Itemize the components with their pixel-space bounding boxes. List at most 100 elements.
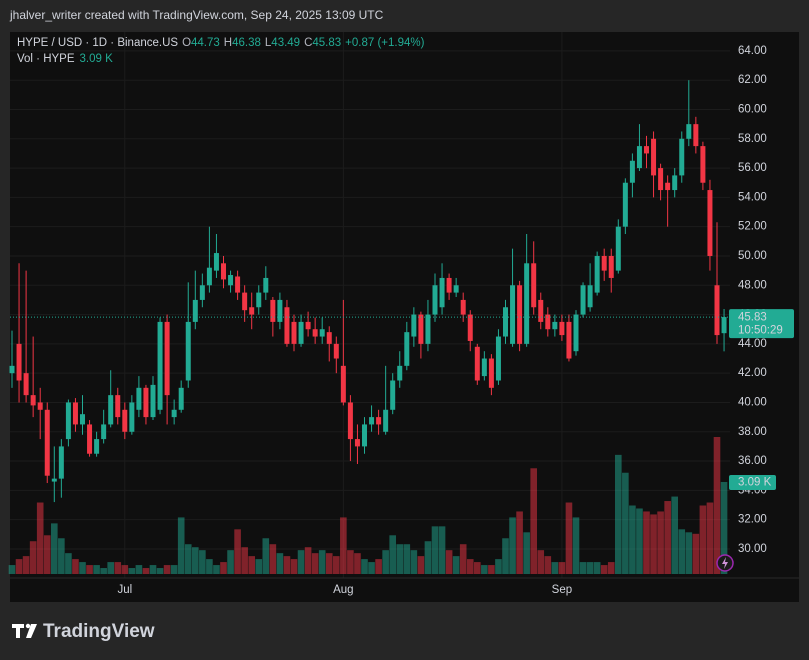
candle-body — [80, 414, 85, 425]
candle-body — [115, 395, 121, 418]
candle-body — [538, 299, 544, 322]
candle-body — [150, 384, 156, 418]
candle-body — [72, 402, 78, 425]
volume-bar — [558, 562, 566, 574]
candle-body — [23, 373, 29, 396]
volume-bar — [72, 559, 79, 574]
candle-body — [65, 402, 71, 440]
candle-body — [531, 263, 537, 308]
candle-body — [488, 358, 494, 388]
volume-bar — [206, 559, 213, 574]
candle-body — [87, 424, 93, 454]
volume-bar — [607, 562, 615, 574]
volume-bars — [8, 437, 728, 574]
y-tick-label: 48.00 — [738, 279, 767, 291]
y-tick-label: 64.00 — [738, 45, 767, 57]
volume-bar — [495, 559, 502, 574]
volume-bar — [424, 541, 432, 574]
candle-body — [129, 402, 135, 432]
candle-body — [221, 263, 226, 280]
volume-bar — [325, 553, 333, 574]
volume-bar — [177, 517, 185, 574]
candle-body — [418, 314, 424, 344]
volume-bar — [354, 553, 361, 574]
candle-body — [552, 321, 558, 330]
y-tick-label: 30.00 — [738, 543, 767, 555]
volume-bar — [22, 556, 30, 574]
volume-bar — [234, 529, 241, 574]
volume-bar — [403, 544, 411, 574]
volume-bar — [474, 562, 481, 574]
h-label: H — [224, 37, 232, 49]
volume-bar — [438, 526, 446, 574]
volume-bar — [184, 544, 192, 574]
volume-bar — [100, 568, 107, 574]
volume-bar — [149, 565, 157, 574]
change: +0.87 (+1.94%) — [345, 37, 424, 49]
candle-body — [608, 255, 614, 278]
candle-body — [524, 263, 530, 344]
y-tick-label: 38.00 — [738, 426, 767, 438]
volume-bar — [304, 547, 312, 574]
volume-bar — [192, 547, 199, 574]
candle-body — [122, 409, 128, 432]
candle-body — [453, 285, 459, 293]
volume-bar — [255, 559, 263, 574]
candle-body — [601, 255, 607, 271]
candle-body — [178, 387, 184, 410]
volume-bar — [241, 547, 248, 574]
volume-value: 3.09 K — [80, 53, 114, 65]
x-tick-label: Aug — [333, 584, 353, 596]
volume-bar — [93, 565, 100, 574]
volume-bar — [15, 559, 23, 574]
h-value: 46.38 — [232, 37, 261, 49]
candle-body — [326, 332, 332, 344]
volume-bar — [417, 556, 425, 574]
volume-bar — [347, 550, 354, 574]
candle-body — [270, 299, 276, 322]
candle-body — [439, 277, 445, 308]
candle-body — [517, 285, 523, 344]
volume-bar — [572, 517, 580, 574]
volume-bar — [466, 559, 474, 574]
candle-body — [615, 226, 621, 271]
volume-bar — [445, 550, 453, 574]
volume-bar — [600, 565, 608, 574]
candle-body — [213, 253, 219, 271]
candle-body — [164, 321, 170, 396]
volume-bar — [382, 550, 389, 574]
candle-body — [376, 417, 382, 425]
candle-body — [714, 285, 720, 336]
volume-bar — [530, 468, 537, 574]
y-tick-label: 54.00 — [738, 191, 767, 203]
y-tick-label: 62.00 — [738, 74, 767, 86]
volume-bar — [8, 565, 16, 574]
candle-body — [16, 343, 22, 381]
candle-body — [566, 321, 572, 359]
o-value: 44.73 — [191, 37, 220, 49]
last-price-box — [729, 309, 794, 339]
volume-bar — [459, 544, 467, 574]
candle-body — [700, 146, 706, 183]
y-tick-label: 44.00 — [738, 338, 767, 350]
volume-bar — [142, 568, 150, 574]
candle-body — [658, 168, 664, 191]
candle-body — [503, 307, 508, 337]
candle-body — [672, 175, 678, 191]
candle-body — [636, 146, 642, 169]
volume-bar — [375, 559, 382, 574]
y-tick-label: 42.00 — [738, 367, 767, 379]
candle-body — [594, 255, 600, 293]
candle-body — [9, 365, 15, 374]
volume-bar — [410, 550, 418, 574]
volume-bar — [523, 532, 530, 574]
volume-bar — [361, 559, 368, 574]
volume-bar — [311, 553, 319, 574]
candle-body — [425, 314, 431, 344]
candle-body — [580, 285, 586, 315]
candle-body — [206, 267, 212, 286]
candle-body — [185, 321, 191, 381]
candle-body — [481, 358, 487, 377]
candle-body — [721, 317, 727, 334]
candle-body — [362, 424, 367, 447]
